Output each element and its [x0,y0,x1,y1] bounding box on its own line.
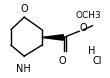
Text: O: O [21,4,29,14]
Polygon shape [42,35,63,40]
Text: O: O [80,23,87,33]
Text: OCH3: OCH3 [75,11,101,20]
Text: Cl: Cl [92,56,102,66]
Text: O: O [58,56,66,66]
Text: NH: NH [16,64,31,74]
Text: H: H [88,46,95,56]
